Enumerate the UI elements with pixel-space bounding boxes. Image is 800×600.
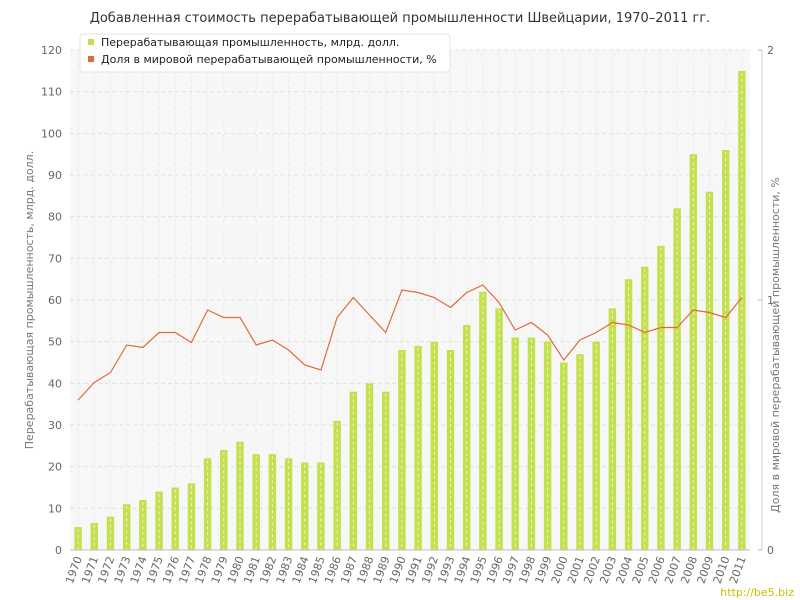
bar [705, 191, 714, 550]
legend-box [79, 33, 451, 73]
bar [236, 441, 244, 550]
bar [90, 522, 99, 550]
bar [301, 462, 309, 550]
chart-title: Добавленная стоимость перерабатывающей п… [90, 11, 711, 26]
watermark: http://be5.biz [720, 586, 794, 599]
y-axis-title: Перерабатывающая промышленность, млрд. д… [23, 151, 36, 449]
bar [576, 354, 584, 550]
share-line [77, 284, 743, 401]
legend: Перерабатывающая промышленность, млрд. д… [79, 33, 451, 73]
bar [349, 391, 358, 550]
y-tick-label: 80 [48, 211, 62, 224]
y-tick-label: 90 [48, 169, 62, 182]
bar [171, 487, 179, 550]
bar [738, 70, 746, 550]
y-tick-label: 0 [55, 544, 62, 557]
legend-label: Доля в мировой перерабатывающей промышле… [101, 53, 437, 66]
legend-marker [88, 39, 94, 45]
y-tick-label: 110 [41, 86, 62, 99]
bar [139, 500, 147, 550]
legend-marker [88, 56, 94, 62]
bar [608, 308, 617, 550]
bar [365, 383, 374, 550]
bar [495, 308, 503, 550]
y-tick-label: 50 [48, 336, 62, 349]
y-tick-label: 30 [48, 419, 62, 432]
bar-series [74, 70, 746, 551]
y2-tick-label: 2 [767, 44, 774, 57]
bar [317, 462, 325, 550]
y2-tick-label: 1 [767, 294, 774, 307]
bar [252, 454, 260, 550]
bar [414, 345, 422, 550]
y-tick-label: 40 [48, 377, 62, 390]
legend-label: Перерабатывающая промышленность, млрд. д… [101, 36, 399, 49]
y-tick-label: 20 [48, 461, 62, 474]
bar [689, 154, 698, 550]
y-tick-label: 70 [48, 252, 62, 265]
y-tick-label: 60 [48, 294, 62, 307]
bar [155, 491, 163, 550]
y-tick-label: 10 [48, 502, 62, 515]
bar [268, 454, 277, 550]
y-tick-label: 100 [41, 127, 62, 140]
line-series [77, 284, 743, 401]
bar [74, 527, 82, 550]
y2-tick-label: 0 [767, 544, 774, 557]
y2-axis-title: Доля в мировой перерабатывающей промышле… [769, 177, 782, 513]
bar [381, 391, 390, 550]
y-tick-label: 120 [41, 44, 62, 57]
